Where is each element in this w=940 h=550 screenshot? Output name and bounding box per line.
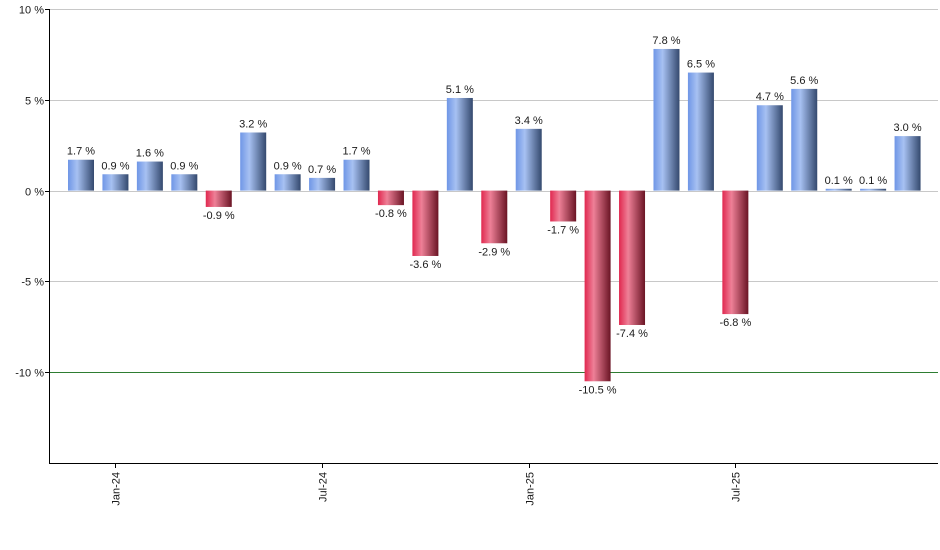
data-label: 0.9 % <box>101 160 129 172</box>
data-label: 0.9 % <box>170 160 198 172</box>
data-label: 0.7 % <box>308 164 336 176</box>
data-label: -3.6 % <box>410 259 442 271</box>
bars <box>68 48 921 382</box>
data-label: -2.9 % <box>478 246 510 258</box>
bar-Mar-25 <box>584 190 611 382</box>
bar-Nov-25 <box>860 188 887 191</box>
bar-Sep-25 <box>791 88 818 191</box>
y-tick-label: 0 % <box>25 187 44 199</box>
bar-Aug-25 <box>756 105 783 191</box>
data-label: 1.7 % <box>67 146 95 158</box>
data-label: 0.1 % <box>859 175 887 187</box>
bar-Jan-24 <box>102 174 129 191</box>
bar-Apr-24 <box>205 190 232 207</box>
bar-Aug-24 <box>343 159 370 191</box>
bar-Oct-24 <box>412 190 439 256</box>
data-labels: 1.7 % 0.9 % 1.6 % 0.9 % -0.9 % 3.2 % 0.9 % 0.7 … <box>67 35 922 396</box>
data-label: 0.9 % <box>274 160 302 172</box>
bar-Dec-24 <box>481 190 508 244</box>
bar-Jun-24 <box>274 174 301 191</box>
bar-Nov-24 <box>446 97 473 191</box>
bar-Jul-25 <box>722 190 749 315</box>
bar-Mar-24 <box>171 174 198 191</box>
bar-Feb-24 <box>136 161 163 191</box>
data-label: -0.8 % <box>375 208 407 220</box>
bar-Jan-25 <box>515 128 542 191</box>
data-label: 1.7 % <box>342 146 370 158</box>
bar-Jun-25 <box>687 72 714 191</box>
x-tick-label: Jan-25 <box>525 472 537 506</box>
bar-Feb-25 <box>550 190 577 222</box>
bar-Sep-24 <box>377 190 404 206</box>
x-tick-label: Jul-24 <box>318 472 330 502</box>
bar-Jul-24 <box>309 177 336 191</box>
y-axis: 10 % 5 % 0 % -5 % -10 % <box>15 5 50 463</box>
bar-Oct-25 <box>825 188 852 191</box>
data-label: 4.7 % <box>756 91 784 103</box>
data-label: 5.1 % <box>446 84 474 96</box>
y-tick-label: -5 % <box>21 277 44 289</box>
bar-Dec-25 <box>894 136 921 191</box>
data-label: 3.0 % <box>893 122 921 134</box>
bar-May-24 <box>240 132 267 191</box>
data-label: 1.6 % <box>136 148 164 160</box>
data-label: -0.9 % <box>203 210 235 222</box>
x-axis: Jan-24 Jul-24 Jan-25 Jul-25 <box>49 463 938 506</box>
data-label: -1.7 % <box>547 224 579 236</box>
data-label: 6.5 % <box>687 59 715 71</box>
x-tick-label: Jul-25 <box>731 472 743 502</box>
data-label: 7.8 % <box>652 35 680 47</box>
bar-Dec-23 <box>68 159 94 191</box>
bar-May-25 <box>653 48 680 191</box>
x-tick-label: Jan-24 <box>111 472 123 506</box>
y-tick-label: 10 % <box>19 5 44 17</box>
data-label: -7.4 % <box>616 328 648 340</box>
data-label: 3.4 % <box>515 115 543 127</box>
data-label: -6.8 % <box>719 317 751 329</box>
data-label: 5.6 % <box>790 75 818 87</box>
data-label: -10.5 % <box>579 384 617 396</box>
bar-Apr-25 <box>619 190 646 325</box>
y-tick-label: 5 % <box>25 96 44 108</box>
data-label: 0.1 % <box>825 175 853 187</box>
y-tick-label: -10 % <box>15 368 44 380</box>
data-label: 3.2 % <box>239 118 267 130</box>
